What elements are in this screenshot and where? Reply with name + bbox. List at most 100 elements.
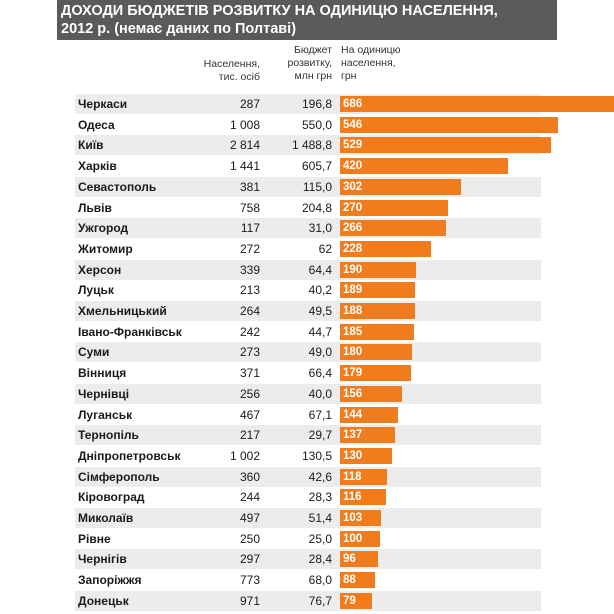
data-label: 190	[343, 263, 363, 276]
bar	[340, 261, 416, 278]
budget-value: 1 488,8	[291, 138, 332, 153]
bar	[340, 406, 398, 423]
column-header-budget-line3: млн грн	[294, 70, 332, 82]
city-label: Луганськ	[78, 407, 133, 422]
population-value: 381	[239, 179, 260, 194]
population-value: 758	[239, 200, 260, 215]
data-label: 96	[343, 553, 356, 566]
table-row: Львів 758 204,8 270	[75, 198, 541, 218]
budget-value: 76,7	[308, 593, 332, 608]
bar	[340, 303, 416, 319]
bar	[340, 344, 412, 361]
bar	[340, 96, 614, 112]
table-row: Сімферополь 360 42,6 118	[75, 466, 541, 487]
data-label: 116	[343, 491, 362, 504]
table-row: Донецьк 971 76,7 79	[75, 590, 541, 611]
population-value: 256	[239, 386, 260, 401]
city-label: Запоріжжя	[78, 573, 142, 588]
table-row: Івано-Франківськ 242 44,7 185	[75, 322, 541, 342]
city-label: Кіровоград	[78, 490, 145, 505]
table-row: Кіровоград 244 28,3 116	[75, 487, 541, 507]
city-label: Івано-Франківськ	[78, 324, 182, 339]
data-label: 130	[343, 449, 363, 462]
table-row: Дніпропетровськ 1 002 130,5 130	[75, 446, 541, 466]
chart-title-line1: ДОХОДИ БЮДЖЕТІВ РОЗВИТКУ НА ОДИНИЦЮ НАСЕ…	[61, 3, 498, 19]
bar	[340, 323, 414, 340]
data-label: 88	[343, 574, 356, 587]
bar	[340, 572, 376, 589]
bar	[340, 447, 392, 464]
data-label: 188	[343, 305, 363, 317]
bar	[340, 116, 559, 133]
column-header-per-capita-line2: населення,	[341, 57, 396, 69]
population-value: 242	[239, 324, 260, 339]
bar	[340, 510, 382, 526]
bar	[340, 178, 461, 195]
budget-value: 550,0	[301, 117, 332, 132]
budget-value: 29,7	[308, 428, 332, 443]
data-label: 270	[343, 201, 363, 214]
table-row: Рівне 250 25,0 100	[75, 529, 541, 549]
table-row: Херсон 339 64,4 190	[75, 259, 541, 280]
city-label: Хмельницький	[78, 304, 167, 318]
data-label: 302	[343, 180, 363, 193]
table-row: Миколаїв 497 51,4 103	[75, 508, 541, 528]
bar	[340, 468, 388, 485]
table-row: Черкаси 287 196,8 686	[75, 94, 614, 114]
population-value: 497	[239, 511, 260, 525]
population-value: 272	[239, 241, 260, 256]
chart-title-line2: 2012 р. (немає даних по Полтаві)	[61, 21, 297, 37]
city-label: Севастополь	[78, 179, 157, 194]
data-label: 144	[343, 408, 363, 421]
budget-value: 40,0	[308, 386, 332, 401]
city-label: Сімферополь	[78, 469, 160, 484]
data-label: 686	[343, 98, 363, 110]
table-row: Суми 273 49,0 180	[75, 342, 541, 363]
population-value: 1 441	[229, 159, 260, 174]
bar	[340, 220, 447, 237]
city-label: Херсон	[78, 262, 122, 277]
budget-value: 28,4	[308, 552, 332, 567]
table-row: Луганськ 467 67,1 144	[75, 405, 541, 425]
bar	[340, 592, 372, 609]
city-label: Миколаїв	[78, 511, 134, 525]
column-header-population-line2: тис. осіб	[218, 71, 260, 83]
budget-value: 62	[318, 241, 332, 256]
column-header-per-capita: На одиницю населення, грн	[341, 44, 431, 83]
bar	[340, 137, 552, 154]
chart-title-banner: ДОХОДИ БЮДЖЕТІВ РОЗВИТКУ НА ОДИНИЦЮ НАСЕ…	[57, 0, 557, 40]
table-row: Запоріжжя 773 68,0 88	[75, 570, 541, 590]
table-row: Київ 2 814 1 488,8 529	[75, 135, 552, 156]
data-label: 266	[343, 222, 363, 235]
data-label: 420	[343, 160, 363, 173]
data-label: 189	[343, 284, 363, 297]
table-row: Чернівці 256 40,0 156	[75, 383, 541, 404]
bar	[340, 385, 403, 402]
bar	[340, 365, 412, 382]
city-label: Рівне	[78, 531, 111, 546]
budget-value: 196,8	[301, 97, 332, 111]
population-value: 273	[239, 345, 260, 360]
budget-value: 28,3	[308, 490, 332, 505]
data-label: 156	[343, 387, 363, 400]
population-value: 213	[239, 283, 260, 298]
bar	[340, 427, 395, 444]
bar	[340, 199, 448, 216]
data-label: 546	[343, 118, 363, 131]
city-label: Львів	[78, 200, 112, 215]
column-header-population-line1: Населення,	[203, 58, 260, 70]
bar	[340, 158, 508, 175]
bar	[340, 489, 387, 506]
city-label: Вінниця	[78, 366, 127, 381]
budget-value: 68,0	[308, 573, 332, 588]
city-label: Чернівці	[78, 386, 130, 401]
population-value: 371	[239, 366, 260, 381]
population-value: 264	[239, 304, 260, 318]
budget-value: 204,8	[301, 200, 332, 215]
city-label: Житомир	[78, 241, 133, 256]
population-value: 971	[239, 593, 260, 608]
city-label: Харків	[78, 159, 117, 174]
budget-value: 66,4	[308, 366, 332, 381]
bar	[340, 530, 380, 547]
